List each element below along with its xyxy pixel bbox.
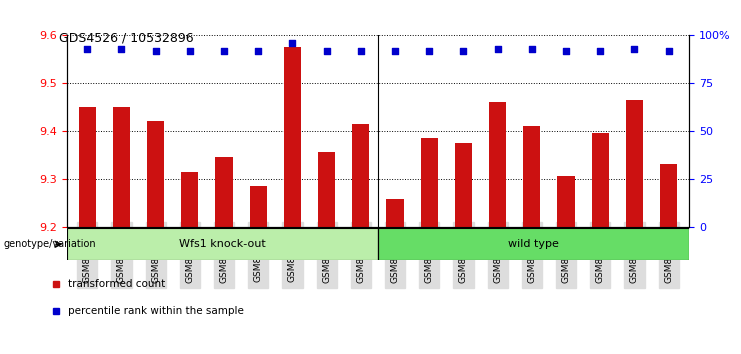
Bar [387, 199, 404, 227]
Text: Wfs1 knock-out: Wfs1 knock-out [179, 239, 266, 249]
Bar [455, 143, 472, 227]
Bar [626, 100, 643, 227]
Point [116, 46, 127, 52]
Text: percentile rank within the sample: percentile rank within the sample [68, 306, 244, 316]
Bar [489, 102, 506, 227]
Text: transformed count: transformed count [68, 279, 165, 289]
Point [628, 46, 640, 52]
Text: wild type: wild type [508, 239, 559, 249]
Bar [79, 107, 96, 227]
Point [423, 48, 435, 53]
Point [355, 48, 367, 53]
Bar [250, 186, 267, 227]
Bar [284, 47, 301, 227]
Bar [352, 124, 369, 227]
Point [492, 46, 504, 52]
Point [184, 48, 196, 53]
Bar [113, 107, 130, 227]
Bar [660, 165, 677, 227]
Point [287, 40, 299, 46]
Bar [318, 153, 335, 227]
Bar [378, 228, 689, 260]
Point [594, 48, 606, 53]
Bar [67, 228, 378, 260]
Point [526, 46, 538, 52]
Point [218, 48, 230, 53]
Bar [216, 157, 233, 227]
Bar [523, 126, 540, 227]
Point [150, 48, 162, 53]
Text: genotype/variation: genotype/variation [4, 239, 96, 249]
Point [662, 48, 674, 53]
Bar [591, 133, 609, 227]
Point [321, 48, 333, 53]
Bar [182, 172, 199, 227]
Point [389, 48, 401, 53]
Bar [421, 138, 438, 227]
Bar [147, 121, 165, 227]
Point [82, 46, 93, 52]
Point [252, 48, 264, 53]
Point [457, 48, 469, 53]
Bar [557, 176, 574, 227]
Point [560, 48, 572, 53]
Text: GDS4526 / 10532896: GDS4526 / 10532896 [59, 32, 194, 45]
